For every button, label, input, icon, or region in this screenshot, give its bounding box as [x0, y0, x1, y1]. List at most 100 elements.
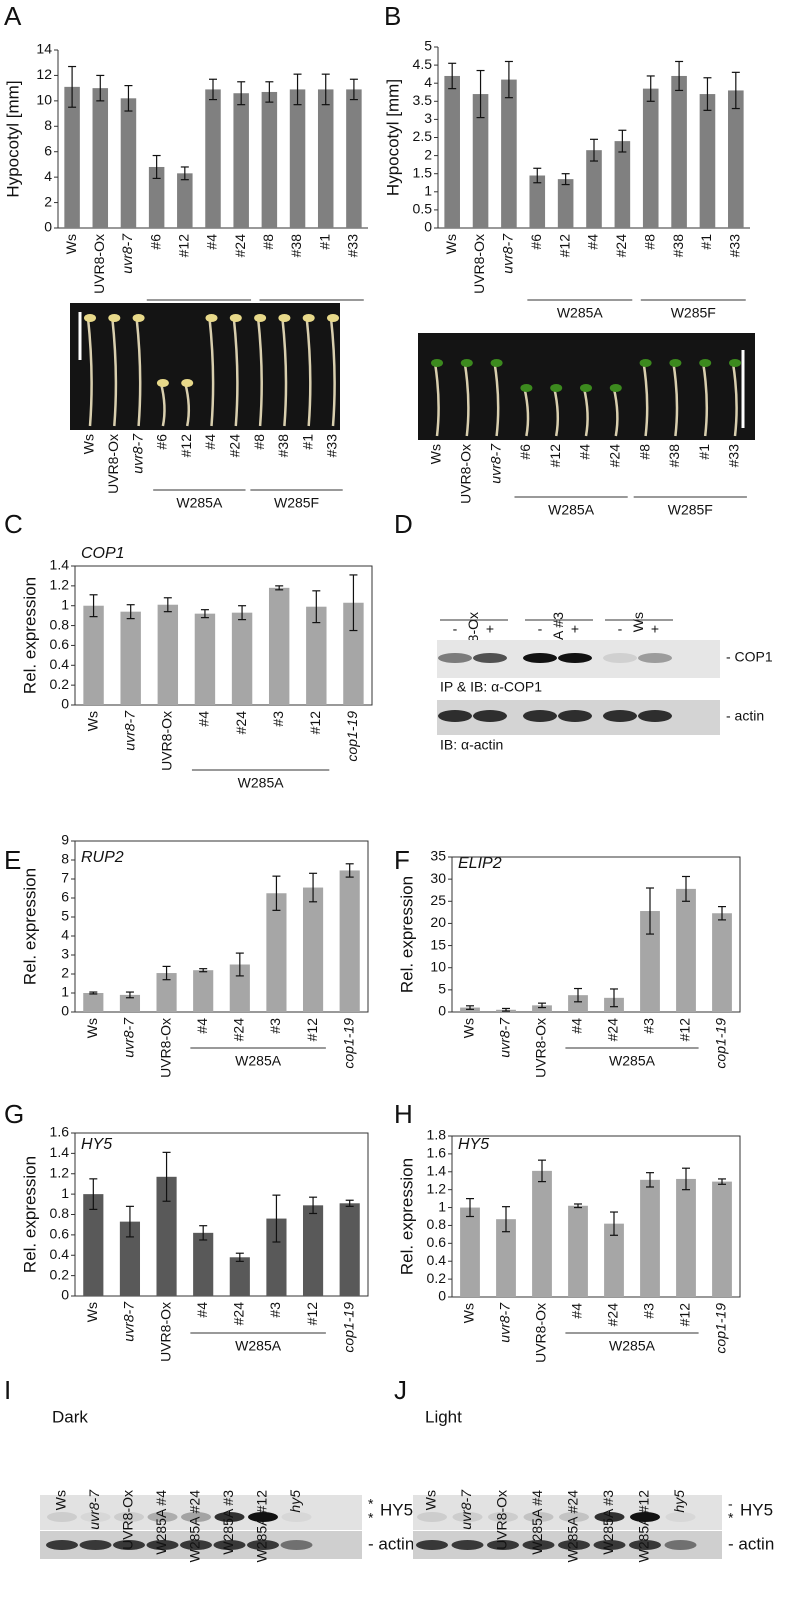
bar: [604, 1223, 624, 1297]
bar: [119, 994, 141, 1012]
error-bar: [162, 965, 171, 981]
x-tick-label: #33: [345, 234, 361, 258]
error-bar: [590, 138, 598, 162]
y-tick-label: 4: [61, 927, 69, 943]
lane-label: #33: [324, 434, 340, 458]
lane-label: #1: [696, 444, 712, 460]
seedling: [523, 387, 530, 437]
panel-letter: G: [4, 1099, 24, 1129]
x-tick-label: #4: [569, 1303, 585, 1319]
band: [522, 1540, 555, 1550]
bar: [261, 91, 278, 228]
band: [593, 1540, 626, 1550]
group-label: W285A: [235, 1338, 282, 1354]
lane-label: #8: [251, 434, 267, 450]
panel-letter: I: [4, 1375, 11, 1405]
y-tick-label: 8: [44, 117, 52, 133]
plot-frame: [451, 1135, 741, 1298]
cotyledon: [580, 384, 592, 392]
error-bar: [675, 60, 684, 92]
bar: [568, 1205, 588, 1297]
seedling: [111, 317, 118, 427]
y-tick-label: 0: [61, 696, 69, 712]
panel-letter: A: [4, 1, 22, 31]
error-bar: [345, 863, 354, 878]
x-tick-label: #4: [196, 711, 212, 727]
plot-frame: [74, 840, 369, 1013]
seedling: [208, 317, 215, 427]
error-bar: [124, 84, 133, 112]
error-bar: [731, 71, 740, 110]
cotyledon: [302, 314, 315, 322]
x-tick-label: #6: [528, 234, 544, 250]
bar: [231, 612, 253, 705]
lane-label: #24: [227, 434, 243, 458]
error-bar: [682, 1167, 690, 1191]
group-label: W285A: [238, 775, 285, 791]
band-label: HY5: [740, 1500, 773, 1519]
band: [603, 653, 637, 663]
band: [248, 1512, 278, 1522]
cotyledon: [669, 359, 682, 367]
treatment: -: [453, 621, 458, 637]
band: [629, 1540, 661, 1550]
error-bar: [235, 1252, 244, 1262]
seedling: [433, 362, 440, 437]
group-label: W285F: [668, 502, 713, 518]
x-tick-label: #8: [641, 234, 657, 250]
cotyledon: [108, 314, 121, 322]
bar: [306, 606, 327, 705]
x-tick-label: #12: [304, 1018, 320, 1042]
error-bar: [237, 81, 246, 106]
band: [558, 1540, 590, 1550]
error-bar: [235, 952, 244, 977]
x-tick-label: Ws: [84, 1302, 100, 1322]
bar: [177, 173, 193, 228]
lane-label: uvr8-7: [129, 433, 145, 474]
error-bar: [574, 987, 582, 1003]
x-tick-label: #3: [267, 1018, 283, 1034]
seedling: [305, 317, 312, 427]
bar: [676, 1178, 696, 1297]
error-bar: [349, 78, 358, 101]
lane-label: uvr8-7: [86, 1489, 102, 1530]
lane-label: W285A #24: [565, 1490, 581, 1563]
band: [47, 1512, 77, 1522]
band: [214, 1512, 245, 1522]
band: [473, 653, 507, 663]
cotyledon: [84, 314, 96, 322]
x-tick-label: #4: [585, 234, 601, 250]
treatment: +: [571, 621, 579, 637]
seedling: [672, 362, 679, 437]
error-bar: [96, 74, 105, 102]
y-tick-label: 0.8: [427, 1216, 447, 1232]
error-bar: [125, 991, 134, 999]
bar: [266, 1218, 287, 1296]
cotyledon: [181, 379, 194, 387]
y-tick-label: 1.2: [427, 1180, 447, 1196]
error-bar: [561, 173, 570, 186]
bar: [568, 995, 588, 1012]
y-tick-label: 1: [61, 596, 69, 612]
y-tick-label: 0.4: [50, 1246, 70, 1262]
y-tick-label: 0.2: [427, 1270, 447, 1286]
bar: [83, 605, 104, 705]
error-bar: [272, 875, 281, 911]
band: [473, 710, 507, 722]
error-bar: [533, 167, 542, 184]
error-bar: [610, 988, 618, 1008]
y-tick-label: 35: [430, 848, 446, 864]
caption: IB: α-actin: [440, 737, 503, 753]
lane-label: hy5: [671, 1490, 687, 1513]
error-bar: [125, 1205, 134, 1238]
bar: [157, 604, 179, 705]
x-tick-label: #24: [231, 1018, 247, 1042]
bar: [64, 86, 80, 228]
x-tick-label: cop1-19: [713, 1303, 729, 1354]
bar: [339, 1203, 360, 1296]
x-tick-label: #24: [605, 1018, 621, 1042]
lane-label: #6: [154, 434, 170, 450]
bar: [346, 89, 362, 229]
panel-letter: D: [394, 509, 413, 539]
band: [281, 1512, 312, 1522]
